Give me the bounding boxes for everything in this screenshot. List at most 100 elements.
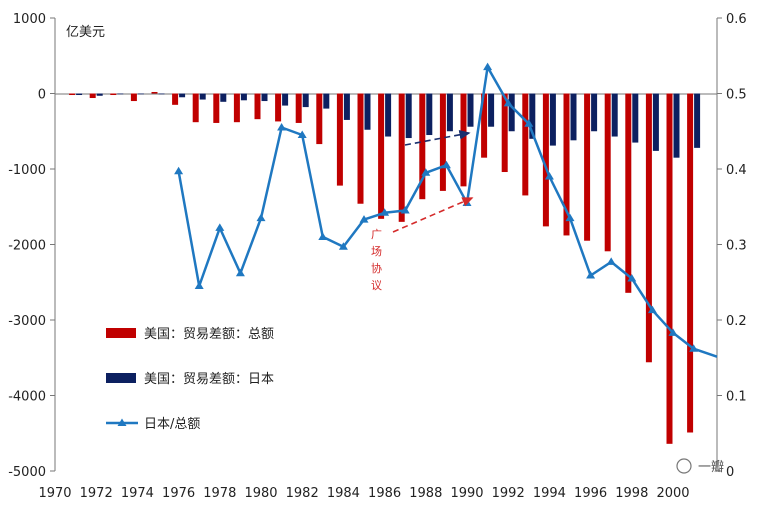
bar-total xyxy=(687,93,694,433)
bar-japan xyxy=(364,93,371,130)
bar-japan xyxy=(673,93,680,158)
bar-total xyxy=(254,93,261,120)
x-tick-label: 1976 xyxy=(162,486,195,501)
ratio-point xyxy=(400,206,410,214)
bar-japan xyxy=(323,93,330,109)
bar-total xyxy=(604,93,611,252)
bar-total xyxy=(522,93,529,196)
series-japan-bars xyxy=(76,93,701,158)
right-tick-label: 0.3 xyxy=(726,239,747,254)
bar-total xyxy=(295,93,302,123)
x-tick-label: 1988 xyxy=(409,486,442,501)
bar-total xyxy=(419,93,426,200)
x-tick-label: 1984 xyxy=(327,486,360,501)
plaza-accord-arrow-navy xyxy=(404,130,471,146)
ratio-point xyxy=(194,281,204,290)
left-tick-label: 0 xyxy=(38,88,46,103)
bar-total xyxy=(151,91,158,94)
x-tick-label: 1998 xyxy=(615,486,648,501)
bar-japan xyxy=(282,93,289,106)
legend-label-total: 美国：贸易差额：总额 xyxy=(144,327,274,342)
legend-label-ratio: 日本/总额 xyxy=(144,417,200,432)
watermark-text: 一瓣 xyxy=(698,460,724,475)
bar-japan xyxy=(302,93,309,108)
left-tick-label: -1000 xyxy=(8,163,46,178)
ratio-point xyxy=(524,119,534,127)
ratio-point xyxy=(174,166,184,175)
bar-total xyxy=(563,93,570,236)
bar-japan xyxy=(240,93,247,101)
unit-label: 亿美元 xyxy=(66,25,105,40)
ratio-point xyxy=(544,172,554,180)
bar-total xyxy=(460,93,467,187)
bar-total xyxy=(336,93,343,186)
x-tick-label: 2000 xyxy=(656,486,689,501)
ratio-point xyxy=(606,257,616,265)
x-tick-label: 1982 xyxy=(286,486,319,501)
ratio-point xyxy=(503,98,513,107)
x-tick-label: 1980 xyxy=(244,486,277,501)
bar-japan xyxy=(508,93,515,132)
left-tick-label: -4000 xyxy=(8,390,46,405)
bar-japan xyxy=(632,93,639,143)
x-axis-ticks: 1970 1972 1974 1976 1978 1980 1982 1984 1986 1988… xyxy=(38,486,689,501)
bar-total xyxy=(378,93,385,219)
watermark: 一瓣 xyxy=(676,458,724,475)
ratio-point xyxy=(421,168,431,176)
ratio-point xyxy=(380,208,390,216)
right-tick-label: 0.2 xyxy=(726,314,747,329)
bar-japan xyxy=(76,93,83,96)
right-axis-ticks: 0.6 0.5 0.4 0.3 0.2 0.1 0 xyxy=(717,12,747,480)
bar-total xyxy=(625,93,632,293)
left-tick-label: -5000 xyxy=(8,465,46,480)
x-tick-label: 1994 xyxy=(533,486,566,501)
legend-swatch-total xyxy=(106,328,136,338)
bar-total xyxy=(645,93,652,363)
ratio-point xyxy=(441,160,451,169)
bar-japan xyxy=(343,93,350,120)
ratio-point xyxy=(668,328,678,336)
bar-japan xyxy=(179,93,186,98)
bar-total xyxy=(501,93,508,173)
bar-total xyxy=(666,93,673,444)
ratio-point xyxy=(627,273,637,282)
plaza-accord-label: 广 场 协 议 xyxy=(371,228,382,292)
left-axis-ticks: 1000 0 -1000 -2000 -3000 -4000 -5000 xyxy=(8,12,55,480)
bar-total xyxy=(130,93,137,102)
legend-label-japan: 美国：贸易差额：日本 xyxy=(144,372,274,387)
x-tick-label: 1970 xyxy=(38,486,71,501)
bar-japan xyxy=(220,93,227,102)
plaza-accord-char-2: 场 xyxy=(371,244,382,258)
plaza-accord-char-3: 协 xyxy=(371,261,382,275)
bar-total xyxy=(316,93,323,145)
bar-total xyxy=(439,93,446,191)
bar-japan xyxy=(467,93,474,127)
right-tick-label: 0.6 xyxy=(726,12,747,27)
bar-japan xyxy=(549,93,556,146)
bar-total xyxy=(357,93,364,204)
bar-total xyxy=(584,93,591,241)
bar-japan xyxy=(652,93,659,151)
bar-japan xyxy=(611,93,618,137)
bar-total xyxy=(481,93,488,158)
x-tick-label: 1990 xyxy=(450,486,483,501)
bar-japan xyxy=(385,93,392,137)
x-tick-label: 1978 xyxy=(203,486,236,501)
left-tick-label: -3000 xyxy=(8,314,46,329)
bar-total xyxy=(398,93,405,222)
ratio-point xyxy=(277,122,287,131)
ratio-point xyxy=(215,223,225,231)
bar-japan xyxy=(199,93,206,100)
ratio-point xyxy=(318,232,328,240)
bar-total xyxy=(275,93,282,122)
bar-japan xyxy=(137,93,144,95)
ratio-point xyxy=(647,305,657,314)
bar-japan xyxy=(446,93,453,132)
bar-japan xyxy=(117,93,124,95)
bar-total xyxy=(233,93,240,123)
x-tick-label: 1974 xyxy=(121,486,154,501)
right-tick-label: 0.1 xyxy=(726,390,747,405)
bar-total xyxy=(89,93,96,99)
plaza-accord-arrow-red xyxy=(392,197,474,233)
